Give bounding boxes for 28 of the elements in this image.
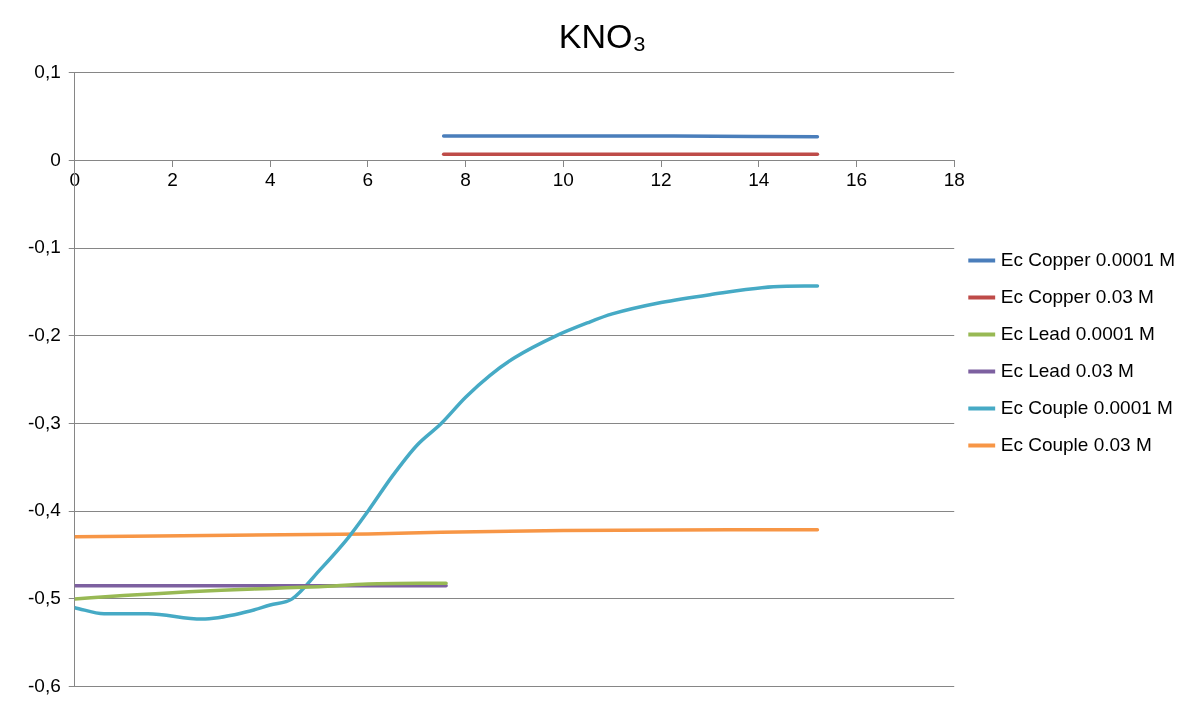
- y-tick-label: 0: [50, 148, 61, 170]
- line-series: [74, 527, 820, 539]
- x-tick-label: 10: [552, 169, 574, 191]
- legend-label: Ec Copper 0.03 M: [1000, 285, 1154, 307]
- legend-label: Ec Lead 0.0001 M: [1000, 322, 1155, 344]
- y-tick-label: -0,4: [27, 499, 62, 521]
- legend-label: Ec Couple 0.03 M: [1000, 433, 1152, 455]
- line-series: [74, 284, 820, 621]
- legend-label: Ec Couple 0.0001 M: [1000, 396, 1173, 418]
- chart-title: KNO₃: [558, 16, 647, 55]
- line-series: [74, 581, 448, 601]
- x-tick-label: 6: [362, 169, 374, 191]
- x-tick-label: 18: [943, 169, 965, 191]
- x-tick-label: 14: [748, 169, 770, 191]
- legend-label: Ec Copper 0.0001 M: [1000, 248, 1175, 270]
- x-tick-label: 4: [264, 169, 276, 191]
- x-tick-label: 8: [460, 169, 471, 191]
- x-tick-label: 0: [69, 169, 81, 191]
- y-tick-label: -0,2: [27, 324, 61, 346]
- legend-label: Ec Lead 0.03 M: [1000, 359, 1134, 381]
- x-tick-label: 16: [845, 169, 868, 191]
- y-tick-label: -0,3: [27, 411, 61, 433]
- y-tick-label: -0,1: [27, 236, 61, 258]
- x-tick-label: 12: [650, 169, 672, 191]
- y-tick-label: -0,6: [27, 674, 61, 696]
- y-tick-label: -0,5: [27, 587, 61, 609]
- y-tick-label: 0,1: [34, 61, 61, 83]
- x-tick-label: 2: [167, 169, 178, 191]
